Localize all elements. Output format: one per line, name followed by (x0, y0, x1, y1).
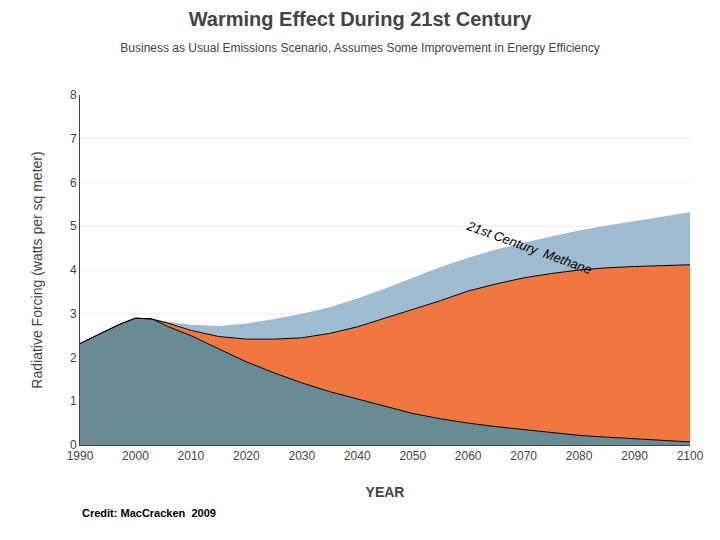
svg-text:2090: 2090 (621, 449, 648, 463)
svg-text:2000: 2000 (122, 449, 149, 463)
svg-text:2: 2 (70, 351, 77, 365)
svg-text:5: 5 (70, 219, 77, 233)
svg-text:7: 7 (70, 132, 77, 146)
svg-text:1990: 1990 (67, 449, 94, 463)
svg-text:6: 6 (70, 176, 77, 190)
svg-text:2030: 2030 (288, 449, 315, 463)
svg-text:2040: 2040 (344, 449, 371, 463)
svg-text:4: 4 (70, 263, 77, 277)
svg-text:YEAR: YEAR (366, 484, 405, 500)
svg-text:Warming Effect During 21st Cen: Warming Effect During 21st CenturyBusine… (120, 8, 599, 55)
svg-text:Credit: MacCracken 2009: Credit: MacCracken 2009 (82, 507, 216, 519)
svg-text:2080: 2080 (566, 449, 593, 463)
svg-text:2020: 2020 (233, 449, 260, 463)
svg-text:2060: 2060 (455, 449, 482, 463)
svg-text:8: 8 (70, 88, 77, 102)
svg-text:21st Century Methane: 21st Century Methane (464, 218, 594, 277)
svg-text:2100: 2100 (677, 449, 704, 463)
svg-text:1: 1 (70, 394, 77, 408)
svg-text:2070: 2070 (510, 449, 537, 463)
svg-text:2010: 2010 (178, 449, 205, 463)
svg-text:Radiative Forcing (watts per s: Radiative Forcing (watts per sq meter) (29, 151, 45, 388)
svg-text:0: 0 (70, 438, 77, 452)
svg-text:3: 3 (70, 307, 77, 321)
svg-text:2050: 2050 (399, 449, 426, 463)
